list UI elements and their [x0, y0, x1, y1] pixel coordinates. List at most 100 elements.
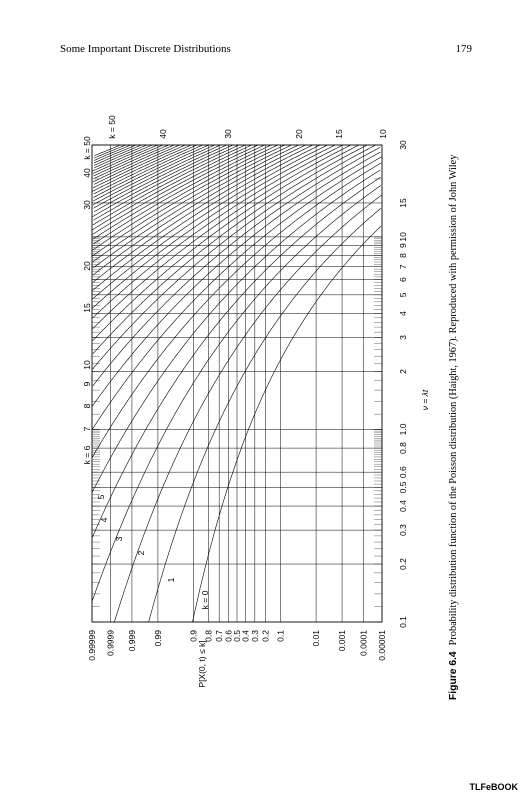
nu-tick-label: 0.5: [398, 481, 408, 493]
probability-tick-label: 0.00001: [377, 630, 387, 661]
footer: TLFeBOOK: [470, 782, 519, 792]
probability-tick-label: 0.1: [276, 630, 286, 642]
poisson-curve: [92, 144, 158, 174]
poisson-curve: [93, 144, 240, 221]
nu-tick-label: 15: [398, 198, 408, 208]
curve-label: 9: [82, 381, 92, 386]
curve-label: 30: [82, 200, 92, 210]
curve-label: 1: [166, 577, 176, 582]
poisson-curve: [92, 144, 265, 240]
poisson-curve: [94, 144, 169, 179]
poisson-curve: [92, 144, 153, 172]
poisson-curve: [92, 144, 234, 217]
probability-tick-label: 0.8: [203, 630, 213, 642]
curve-label: 20: [82, 261, 92, 271]
curve-label: k = 50: [107, 115, 117, 139]
poisson-curve: [93, 144, 227, 213]
nu-tick-label: 8: [398, 253, 408, 258]
probability-tick-label: 0.9: [188, 630, 198, 642]
nu-tick-label: 2: [398, 369, 408, 374]
poisson-curve: [92, 144, 368, 354]
poisson-curve: [92, 144, 279, 251]
x-axis-label: ν = λt: [420, 389, 430, 410]
poisson-curve: [93, 144, 215, 205]
nu-tick-label: 5: [398, 292, 408, 297]
poisson-curve: [92, 144, 252, 230]
nu-tick-label: 7: [398, 264, 408, 269]
curve-label: 20: [294, 129, 304, 139]
poisson-curve: [92, 185, 381, 601]
poisson-curve: [93, 144, 299, 269]
probability-tick-label: 0.3: [250, 630, 260, 642]
poisson-curve: [192, 225, 382, 623]
nu-tick-label: 0.2: [398, 558, 408, 570]
curve-label: 40: [82, 168, 92, 178]
poisson-curve: [93, 144, 221, 209]
poisson-curve: [93, 144, 203, 198]
poisson-curve: [93, 144, 164, 177]
poisson-curve: [93, 144, 272, 245]
poisson-curve: [93, 144, 198, 195]
curve-labels: k = 0 1 2 3 4 5 k = 6 7 8 9 10 15 20 30 …: [82, 115, 430, 688]
curve-label: 10: [82, 360, 92, 370]
poisson-curve: [92, 169, 381, 493]
poisson-curve: [92, 144, 292, 263]
poisson-curve: [92, 144, 336, 309]
curve-label: 30: [223, 129, 233, 139]
probability-tick-label: 0.0001: [358, 630, 368, 656]
curve-label: 10: [378, 129, 388, 139]
poisson-curve: [92, 144, 344, 319]
poisson-curve: [92, 144, 259, 235]
poisson-curve: [92, 147, 381, 387]
curve-label: 3: [114, 536, 124, 541]
poisson-curve: [93, 144, 137, 164]
poisson-curve: [148, 207, 382, 623]
poisson-curve: [92, 144, 351, 329]
poisson-curve: [93, 144, 131, 161]
poisson-curve: [94, 144, 126, 159]
poisson-curve: [92, 156, 382, 429]
poisson-curve: [94, 144, 142, 166]
probability-tick-label: 0.999: [127, 630, 137, 652]
poisson-curve: [92, 144, 186, 189]
poisson-curve: [92, 144, 192, 192]
nu-tick-label: 3: [398, 335, 408, 340]
poisson-curve: [92, 144, 360, 341]
curve-label: 40: [158, 129, 168, 139]
nu-tick-label: 30: [398, 140, 408, 150]
poisson-curve: [92, 144, 306, 276]
nu-tick-label: 1.0: [398, 423, 408, 435]
page-number: 179: [456, 43, 473, 55]
curve-label: k = 50: [82, 136, 92, 160]
poisson-curve: [93, 144, 180, 185]
poisson-curve: [94, 144, 147, 168]
nu-tick-label: 0.4: [398, 500, 408, 512]
poisson-curve: [92, 144, 175, 183]
nu-tick-label: 0.8: [398, 442, 408, 454]
nu-tick-label: 0.3: [398, 524, 408, 536]
probability-tick-label: 0.6: [223, 630, 233, 642]
figure: 0.99999 0.9999 0.999 0.99 0.9 0.8 0.7 0.60.50.4…: [87, 140, 408, 661]
probability-tick-label: 0.001: [337, 630, 347, 652]
curve-label: 8: [82, 403, 92, 408]
nu-tick-label: 10: [398, 232, 408, 242]
probability-tick-label: 0.01: [311, 630, 321, 647]
probability-tick-label: 0.2: [261, 630, 271, 642]
probability-tick-label: 0.4: [241, 630, 251, 642]
probability-tick-label: 0.7: [214, 630, 224, 642]
poisson-curve: [92, 176, 381, 538]
curve-label: k = 0: [200, 590, 210, 609]
caption-label: Figure 6.4: [448, 651, 459, 700]
poisson-curve: [91, 162, 382, 458]
poisson-curve: [94, 144, 121, 156]
poisson-curve: [93, 144, 313, 283]
probability-tick-label: 0.5: [232, 630, 242, 642]
curve-label: 15: [82, 303, 92, 313]
poisson-curve: [114, 194, 382, 623]
probability-tick-label: 0.9999: [106, 630, 116, 656]
nu-tick-label: 6: [398, 277, 408, 282]
nu-tick-label: 0.1: [398, 616, 408, 628]
poisson-curve: [92, 144, 285, 257]
curve-label: 2: [136, 550, 146, 555]
